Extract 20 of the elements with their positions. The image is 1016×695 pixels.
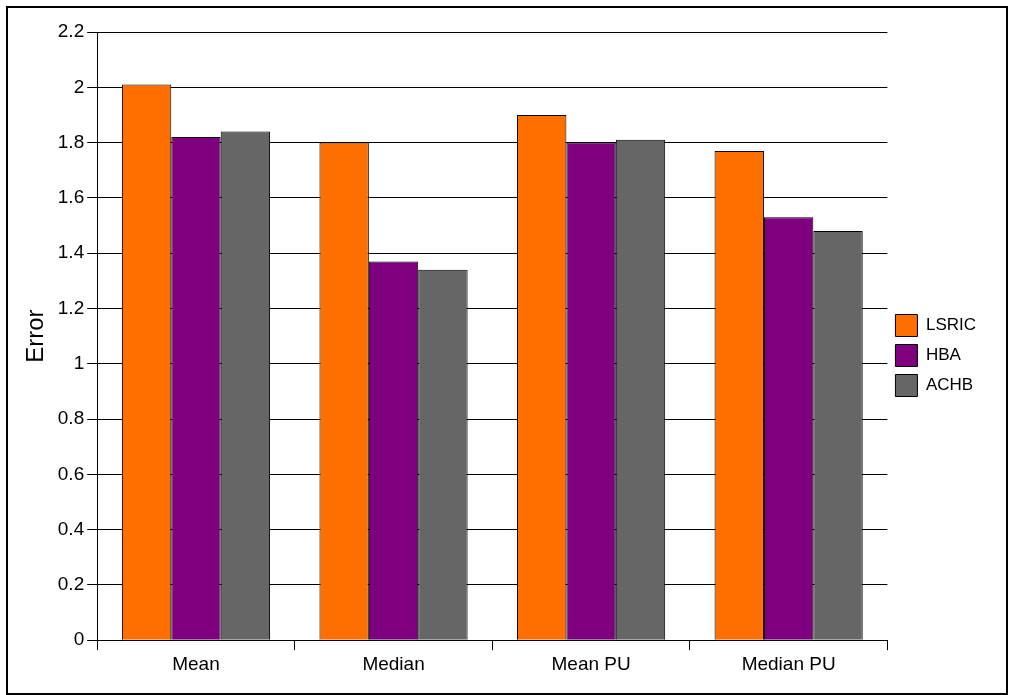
x-tick-label: Median [362,652,425,674]
x-tick-label: Mean [172,652,220,674]
y-tick-label: 0.8 [57,407,85,429]
legend-label: LSRIC [925,315,977,335]
y-tick-label: 2 [73,75,85,97]
legend-label: HBA [925,345,962,365]
y-tick-label: 2.2 [57,20,85,42]
y-tick-label: 1 [73,351,85,373]
y-tick-label: 0.4 [57,517,85,539]
y-tick-label: 0.6 [57,462,85,484]
legend-label: ACHB [925,375,974,395]
y-tick-label: 0 [73,628,85,650]
y-tick-label: 1.4 [57,241,85,263]
y-axis-title: Error [21,309,49,363]
y-tick-label: 1.6 [57,186,85,208]
x-tick-label: Mean PU [551,652,631,674]
y-tick-label: 0.2 [57,573,85,595]
x-tick-label: Median PU [741,652,836,674]
y-tick-label: 1.8 [57,130,85,152]
y-tick-label: 1.2 [57,296,85,318]
